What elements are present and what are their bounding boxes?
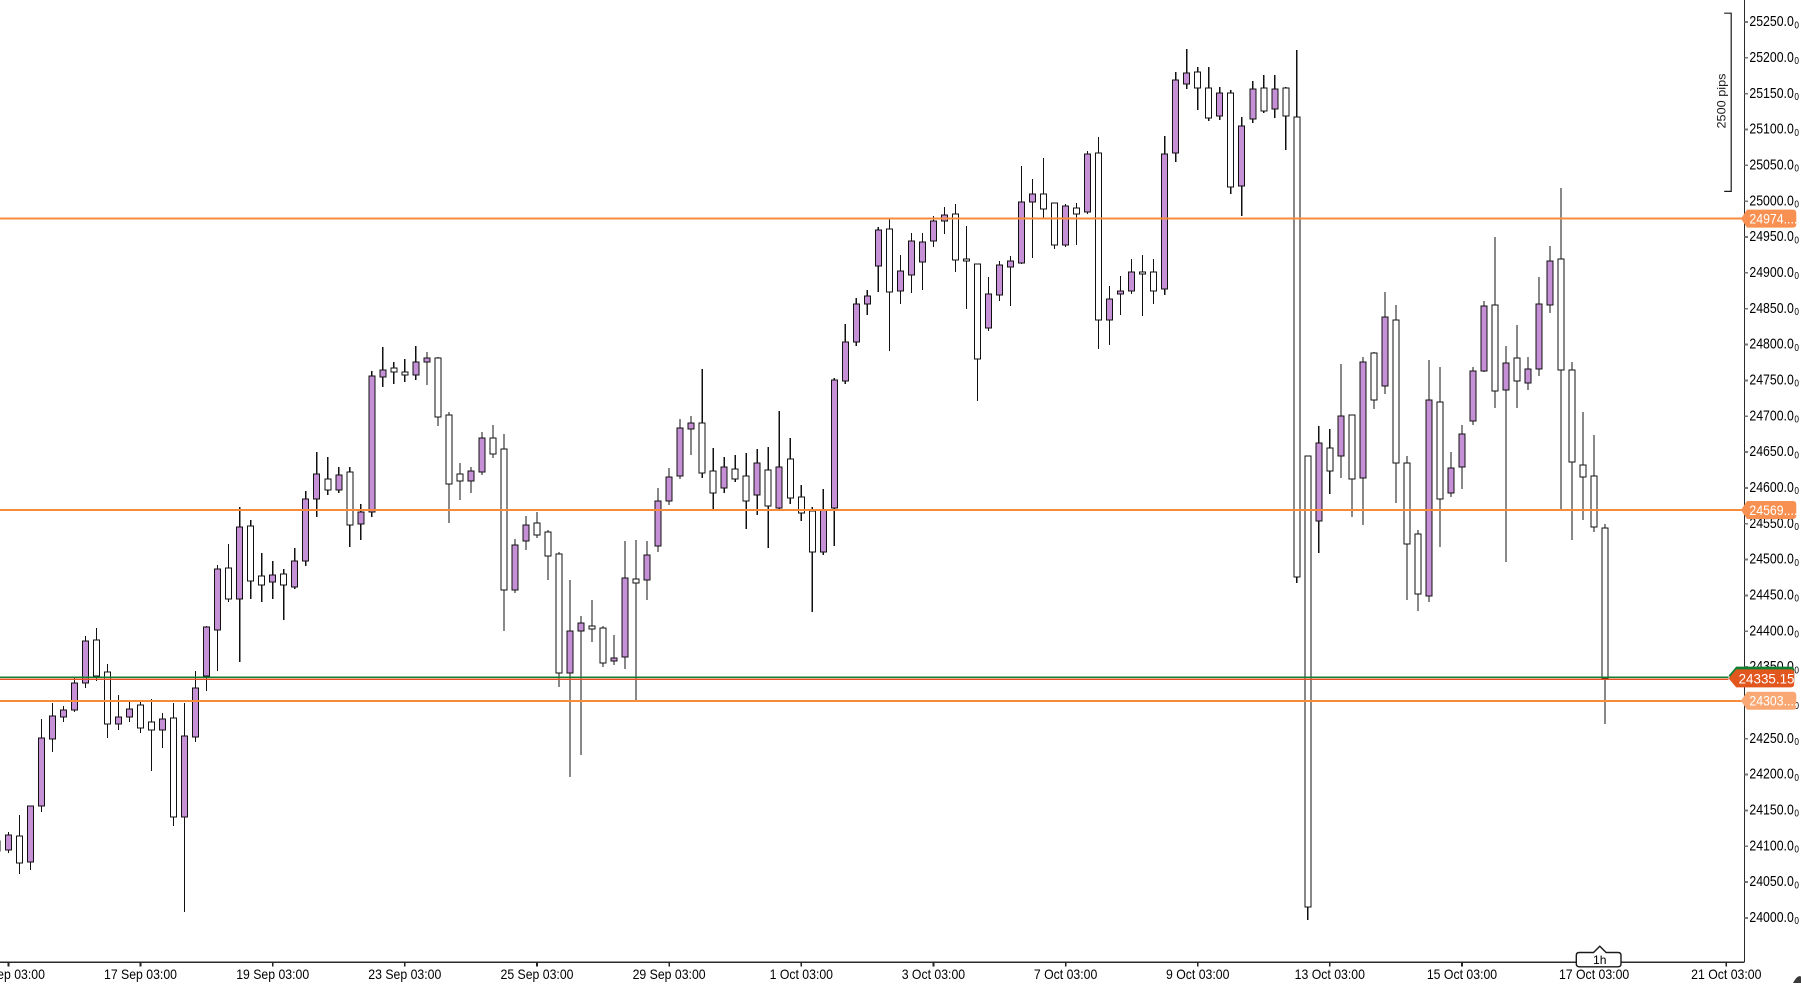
svg-text:24800.0: 24800.0 — [1749, 336, 1793, 353]
svg-text:0: 0 — [1794, 486, 1799, 497]
svg-text:24974....: 24974.... — [1749, 211, 1797, 227]
svg-text:24850.0: 24850.0 — [1749, 300, 1793, 317]
svg-text:24700.0: 24700.0 — [1749, 407, 1793, 424]
svg-text:24050.0: 24050.0 — [1749, 873, 1793, 890]
svg-text:15 Sep 03:00: 15 Sep 03:00 — [0, 967, 45, 982]
svg-text:0: 0 — [1794, 916, 1799, 927]
svg-text:24200.0: 24200.0 — [1749, 766, 1793, 783]
svg-text:24400.0: 24400.0 — [1749, 622, 1793, 639]
svg-text:0: 0 — [1794, 594, 1799, 605]
svg-text:2500 pips: 2500 pips — [1715, 74, 1729, 129]
svg-text:0: 0 — [1794, 307, 1799, 318]
svg-text:0: 0 — [1794, 20, 1799, 31]
svg-text:24950.0: 24950.0 — [1749, 228, 1793, 245]
svg-text:0: 0 — [1794, 773, 1799, 784]
svg-text:9 Oct 03:00: 9 Oct 03:00 — [1166, 967, 1230, 982]
svg-text:24450.0: 24450.0 — [1749, 587, 1793, 604]
svg-text:0: 0 — [1794, 630, 1799, 641]
svg-text:0: 0 — [1794, 200, 1799, 211]
svg-text:24335.15: 24335.15 — [1739, 670, 1795, 686]
svg-text:29 Sep 03:00: 29 Sep 03:00 — [633, 967, 706, 982]
svg-text:0: 0 — [1794, 701, 1799, 712]
svg-text:25200.0: 25200.0 — [1749, 49, 1793, 66]
svg-text:0: 0 — [1794, 558, 1799, 569]
svg-text:24650.0: 24650.0 — [1749, 443, 1793, 460]
svg-text:23 Sep 03:00: 23 Sep 03:00 — [368, 967, 441, 982]
svg-text:17 Oct 03:00: 17 Oct 03:00 — [1559, 967, 1630, 982]
svg-text:0: 0 — [1794, 665, 1799, 676]
svg-text:25100.0: 25100.0 — [1749, 121, 1793, 138]
svg-text:1h: 1h — [1593, 953, 1607, 967]
svg-text:0: 0 — [1794, 343, 1799, 354]
svg-text:24600.0: 24600.0 — [1749, 479, 1793, 496]
svg-text:0: 0 — [1794, 880, 1799, 891]
svg-text:25150.0: 25150.0 — [1749, 85, 1793, 102]
svg-text:24150.0: 24150.0 — [1749, 802, 1793, 819]
svg-text:15 Oct 03:00: 15 Oct 03:00 — [1427, 967, 1498, 982]
svg-text:0: 0 — [1794, 271, 1799, 282]
svg-text:13 Oct 03:00: 13 Oct 03:00 — [1295, 967, 1366, 982]
svg-text:24250.0: 24250.0 — [1749, 730, 1793, 747]
svg-text:0: 0 — [1794, 92, 1799, 103]
svg-text:24000.0: 24000.0 — [1749, 909, 1793, 926]
svg-text:24900.0: 24900.0 — [1749, 264, 1793, 281]
svg-text:0: 0 — [1794, 809, 1799, 820]
svg-text:24100.0: 24100.0 — [1749, 837, 1793, 854]
svg-text:24500.0: 24500.0 — [1749, 551, 1793, 568]
svg-text:0: 0 — [1794, 128, 1799, 139]
svg-text:0: 0 — [1794, 450, 1799, 461]
svg-text:1 Oct 03:00: 1 Oct 03:00 — [770, 967, 834, 982]
svg-text:0: 0 — [1794, 235, 1799, 246]
svg-text:0: 0 — [1794, 845, 1799, 856]
svg-text:0: 0 — [1794, 415, 1799, 426]
svg-text:0: 0 — [1794, 737, 1799, 748]
svg-text:25050.0: 25050.0 — [1749, 156, 1793, 173]
svg-text:19 Sep 03:00: 19 Sep 03:00 — [236, 967, 309, 982]
svg-text:21 Oct 03:00: 21 Oct 03:00 — [1691, 967, 1762, 982]
svg-text:24303....: 24303.... — [1749, 693, 1797, 709]
svg-text:0: 0 — [1794, 56, 1799, 67]
svg-text:25250.0: 25250.0 — [1749, 13, 1793, 30]
svg-text:24750.0: 24750.0 — [1749, 372, 1793, 389]
svg-text:24569....: 24569.... — [1749, 502, 1797, 518]
svg-text:7 Oct 03:00: 7 Oct 03:00 — [1034, 967, 1098, 982]
svg-text:3 Oct 03:00: 3 Oct 03:00 — [902, 967, 966, 982]
svg-text:0: 0 — [1794, 379, 1799, 390]
svg-text:0: 0 — [1794, 522, 1799, 533]
svg-text:25000.0: 25000.0 — [1749, 192, 1793, 209]
svg-text:24550.0: 24550.0 — [1749, 515, 1793, 532]
svg-text:25 Sep 03:00: 25 Sep 03:00 — [501, 967, 574, 982]
svg-text:17 Sep 03:00: 17 Sep 03:00 — [104, 967, 177, 982]
svg-text:0: 0 — [1794, 164, 1799, 175]
